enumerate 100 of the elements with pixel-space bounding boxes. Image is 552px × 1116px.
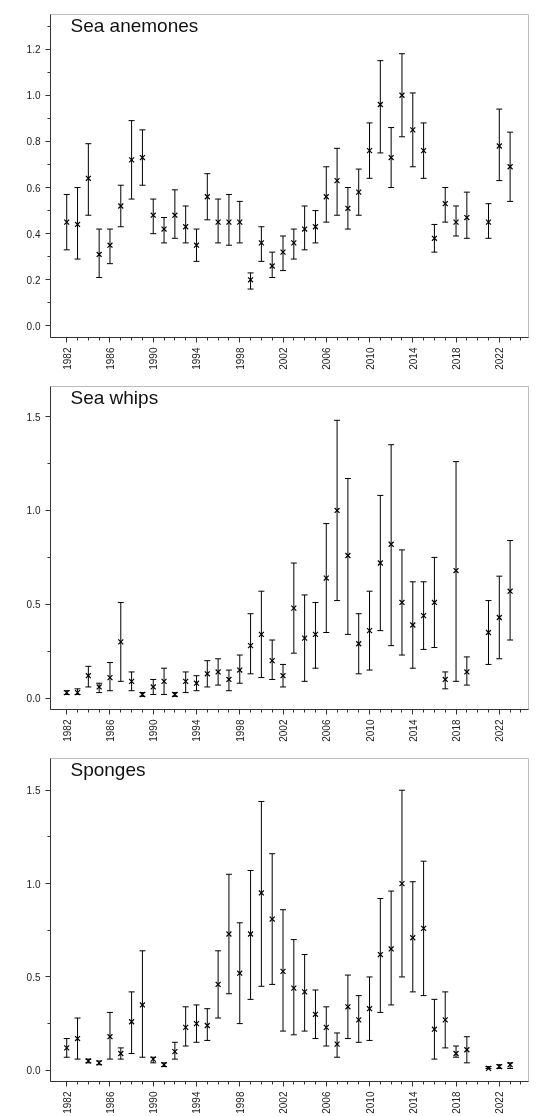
point: [366, 1005, 373, 1012]
x-tick-label: 1990: [148, 719, 160, 742]
x-tick-label: 2018: [451, 719, 463, 742]
point: [355, 1016, 362, 1023]
point: [334, 177, 341, 184]
point: [312, 223, 319, 230]
x-tick-label: 2002: [278, 1091, 290, 1114]
x-tick-label: 2006: [321, 1091, 333, 1114]
x-tick-label: 1986: [104, 719, 116, 742]
point: [236, 219, 243, 226]
x-tick-label: 1982: [61, 1091, 73, 1114]
point: [442, 1016, 449, 1023]
x-tick-label: 2006: [321, 719, 333, 742]
x-tick-label: 2010: [364, 1091, 376, 1114]
point: [279, 249, 287, 256]
x-tick-label: 1998: [234, 347, 246, 370]
x-tick-label: 2010: [364, 347, 376, 370]
point: [269, 915, 276, 923]
chart-title: Sea whips: [70, 386, 159, 408]
x-tick-label: 2014: [407, 347, 419, 370]
x-tick-label: 2014: [407, 719, 419, 742]
x-tick-label: 1998: [234, 719, 246, 742]
point: [258, 889, 265, 896]
point: [117, 638, 124, 645]
point: [507, 163, 514, 170]
x-tick-label: 1998: [234, 1091, 246, 1114]
point: [409, 621, 416, 629]
x-tick-label: 2006: [321, 347, 333, 370]
x-tick-label: 2010: [364, 719, 376, 742]
y-tick-label: 0.0: [26, 320, 41, 332]
point: [377, 951, 384, 958]
y-tick-label: 0.5: [26, 971, 41, 983]
point: [463, 214, 470, 221]
point: [96, 251, 103, 258]
point: [398, 599, 406, 606]
x-tick-label: 2022: [494, 1091, 506, 1114]
point: [344, 1003, 351, 1010]
chart-title: Sea anemones: [70, 14, 199, 36]
point: [452, 219, 460, 226]
y-tick-label: 0.0: [26, 1065, 41, 1077]
point: [366, 627, 373, 634]
point: [106, 1033, 114, 1040]
point: [290, 605, 297, 612]
y-tick-label: 1.0: [26, 90, 41, 102]
point: [236, 666, 243, 674]
x-tick-label: 1982: [61, 719, 73, 742]
point: [398, 92, 406, 99]
point: [366, 147, 373, 154]
point: [258, 239, 265, 246]
point: [388, 154, 395, 161]
y-tick-label: 0.2: [26, 274, 41, 286]
x-tick-label: 2018: [451, 1091, 463, 1114]
point: [398, 880, 406, 887]
point: [431, 235, 438, 242]
point: [442, 676, 449, 683]
point: [323, 574, 330, 582]
point: [301, 635, 308, 642]
point: [63, 1044, 70, 1051]
y-tick-label: 0.4: [26, 228, 41, 240]
point: [463, 668, 470, 676]
point: [269, 262, 276, 270]
point: [355, 189, 362, 196]
point: [106, 242, 114, 249]
point: [388, 945, 395, 953]
x-tick-label: 2002: [278, 347, 290, 370]
point: [204, 670, 211, 677]
x-tick-label: 2002: [278, 719, 290, 742]
point: [377, 559, 384, 567]
point: [193, 680, 200, 687]
x-tick-label: 1990: [148, 347, 160, 370]
x-tick-label: 1986: [104, 347, 116, 370]
point: [247, 276, 254, 283]
point: [485, 219, 492, 226]
point: [247, 930, 254, 938]
point: [204, 1022, 211, 1029]
point: [171, 1048, 178, 1055]
point: [139, 1001, 146, 1009]
point: [344, 205, 351, 212]
point: [344, 552, 351, 559]
y-tick-label: 1.5: [26, 411, 41, 423]
point: [279, 968, 287, 975]
point: [442, 200, 449, 207]
x-tick-label: 2014: [407, 1091, 419, 1114]
point: [193, 1020, 200, 1027]
point: [463, 1046, 470, 1053]
point: [117, 202, 124, 210]
point: [496, 614, 503, 621]
point: [150, 683, 157, 691]
point: [301, 225, 308, 233]
point: [63, 219, 70, 226]
y-tick-label: 1.0: [26, 878, 41, 890]
point: [128, 156, 135, 163]
point: [193, 242, 200, 249]
chart-title: Sponges: [70, 758, 146, 780]
point: [377, 101, 384, 108]
y-tick-label: 1.5: [26, 785, 41, 797]
x-tick-label: 1994: [191, 347, 203, 370]
y-tick-label: 1.2: [26, 44, 41, 56]
point: [215, 981, 222, 988]
point: [128, 1018, 135, 1025]
